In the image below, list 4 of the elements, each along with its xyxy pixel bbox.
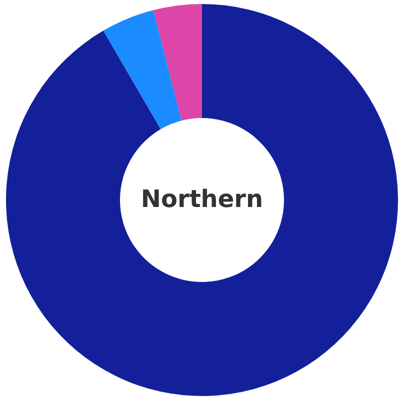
donut-slice [6,4,398,396]
donut-slice [153,4,202,121]
text: Northern [140,185,264,213]
donut-slice [103,10,182,130]
